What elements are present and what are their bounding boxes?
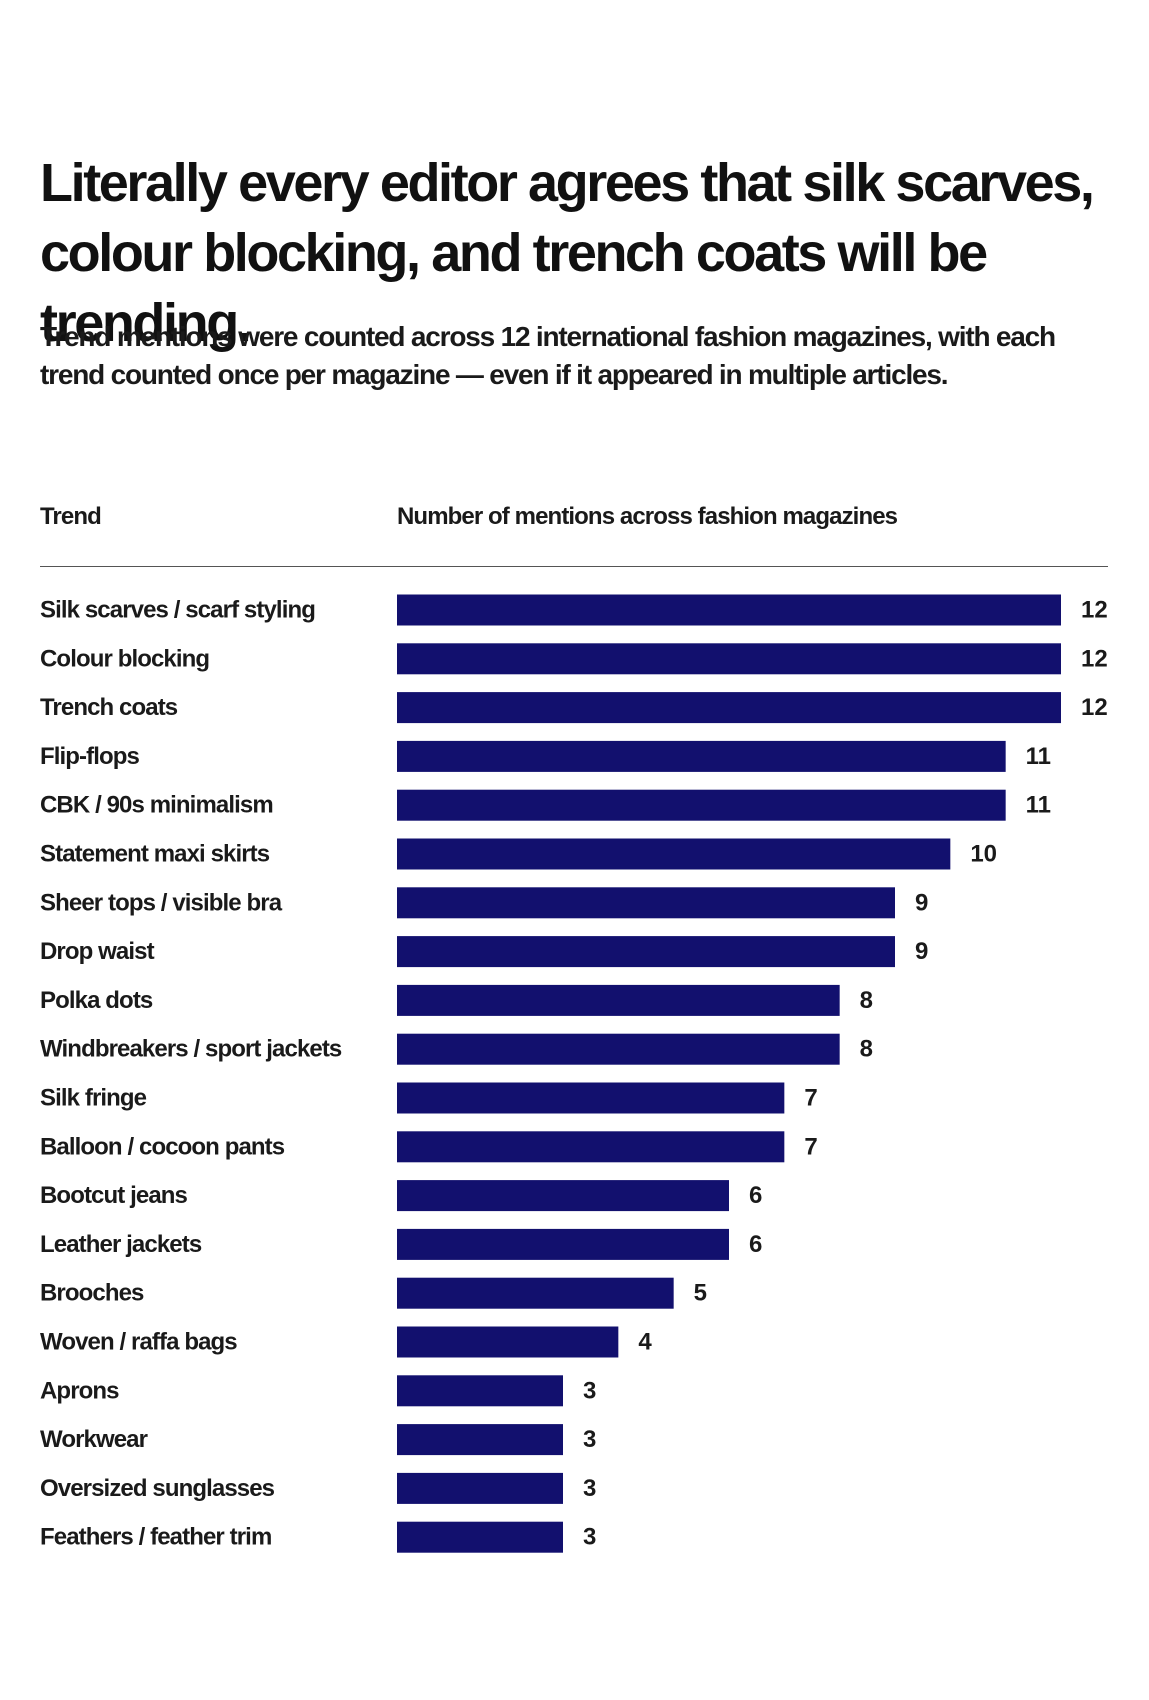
category-label: Woven / raffa bags: [40, 1329, 237, 1356]
bar: [397, 1082, 785, 1114]
category-label: Statement maxi skirts: [40, 841, 270, 868]
value-label: 3: [583, 1524, 596, 1551]
category-label: Aprons: [40, 1377, 119, 1404]
value-label: 9: [915, 938, 928, 965]
category-label: Balloon / cocoon pants: [40, 1133, 285, 1160]
bar: [397, 1180, 729, 1212]
value-label: 8: [860, 987, 873, 1014]
value-label: 11: [1026, 743, 1051, 770]
bar: [397, 1228, 729, 1260]
bar: [397, 789, 1006, 821]
bar: [397, 887, 895, 919]
bar: [397, 1521, 563, 1553]
value-label: 11: [1026, 792, 1051, 819]
value-label: 3: [583, 1475, 596, 1502]
value-label: 4: [638, 1329, 652, 1356]
bar: [397, 1424, 563, 1456]
value-label: 3: [583, 1377, 596, 1404]
category-label: Silk fringe: [40, 1085, 147, 1112]
bar: [397, 1326, 619, 1358]
category-label: Flip-flops: [40, 743, 140, 770]
mentions-column-header: Number of mentions across fashion magazi…: [397, 503, 898, 530]
bar: [397, 984, 840, 1016]
value-label: 7: [804, 1085, 817, 1112]
bar: [397, 740, 1006, 772]
bar: [397, 594, 1061, 626]
bar: [397, 643, 1061, 675]
value-label: 12: [1081, 694, 1108, 721]
bar: [397, 1472, 563, 1504]
category-label: Polka dots: [40, 987, 153, 1014]
bar: [397, 1277, 674, 1309]
header-divider: [40, 566, 1108, 567]
value-label: 5: [694, 1280, 707, 1307]
value-label: 6: [749, 1231, 762, 1258]
value-label: 10: [970, 841, 997, 868]
value-label: 12: [1081, 597, 1108, 624]
category-label: Brooches: [40, 1280, 144, 1307]
category-label: Silk scarves / scarf styling: [40, 597, 315, 624]
value-label: 8: [860, 1036, 873, 1063]
category-label: Feathers / feather trim: [40, 1524, 271, 1551]
category-label: CBK / 90s minimalism: [40, 792, 273, 819]
bar: [397, 1375, 563, 1407]
bar: [397, 936, 895, 968]
category-label: Windbreakers / sport jackets: [40, 1036, 342, 1063]
value-label: 9: [915, 889, 928, 916]
category-label: Trench coats: [40, 694, 178, 721]
bar: [397, 838, 951, 870]
value-label: 12: [1081, 645, 1108, 672]
value-label: 6: [749, 1182, 762, 1209]
category-label: Sheer tops / visible bra: [40, 889, 283, 916]
category-label: Leather jackets: [40, 1231, 202, 1258]
bar: [397, 1131, 785, 1163]
bar: [397, 1033, 840, 1065]
value-label: 7: [804, 1133, 817, 1160]
category-label: Drop waist: [40, 938, 155, 965]
bar: [397, 692, 1061, 724]
chart-title: Literally every editor agrees that silk …: [40, 153, 1095, 353]
trend-column-header: Trend: [40, 503, 102, 530]
category-label: Colour blocking: [40, 645, 209, 672]
chart-subtitle: Trend mentions were counted across 12 in…: [40, 321, 1056, 390]
category-label: Bootcut jeans: [40, 1182, 188, 1209]
value-label: 3: [583, 1426, 596, 1453]
category-label: Workwear: [40, 1426, 148, 1453]
category-label: Oversized sunglasses: [40, 1475, 275, 1502]
